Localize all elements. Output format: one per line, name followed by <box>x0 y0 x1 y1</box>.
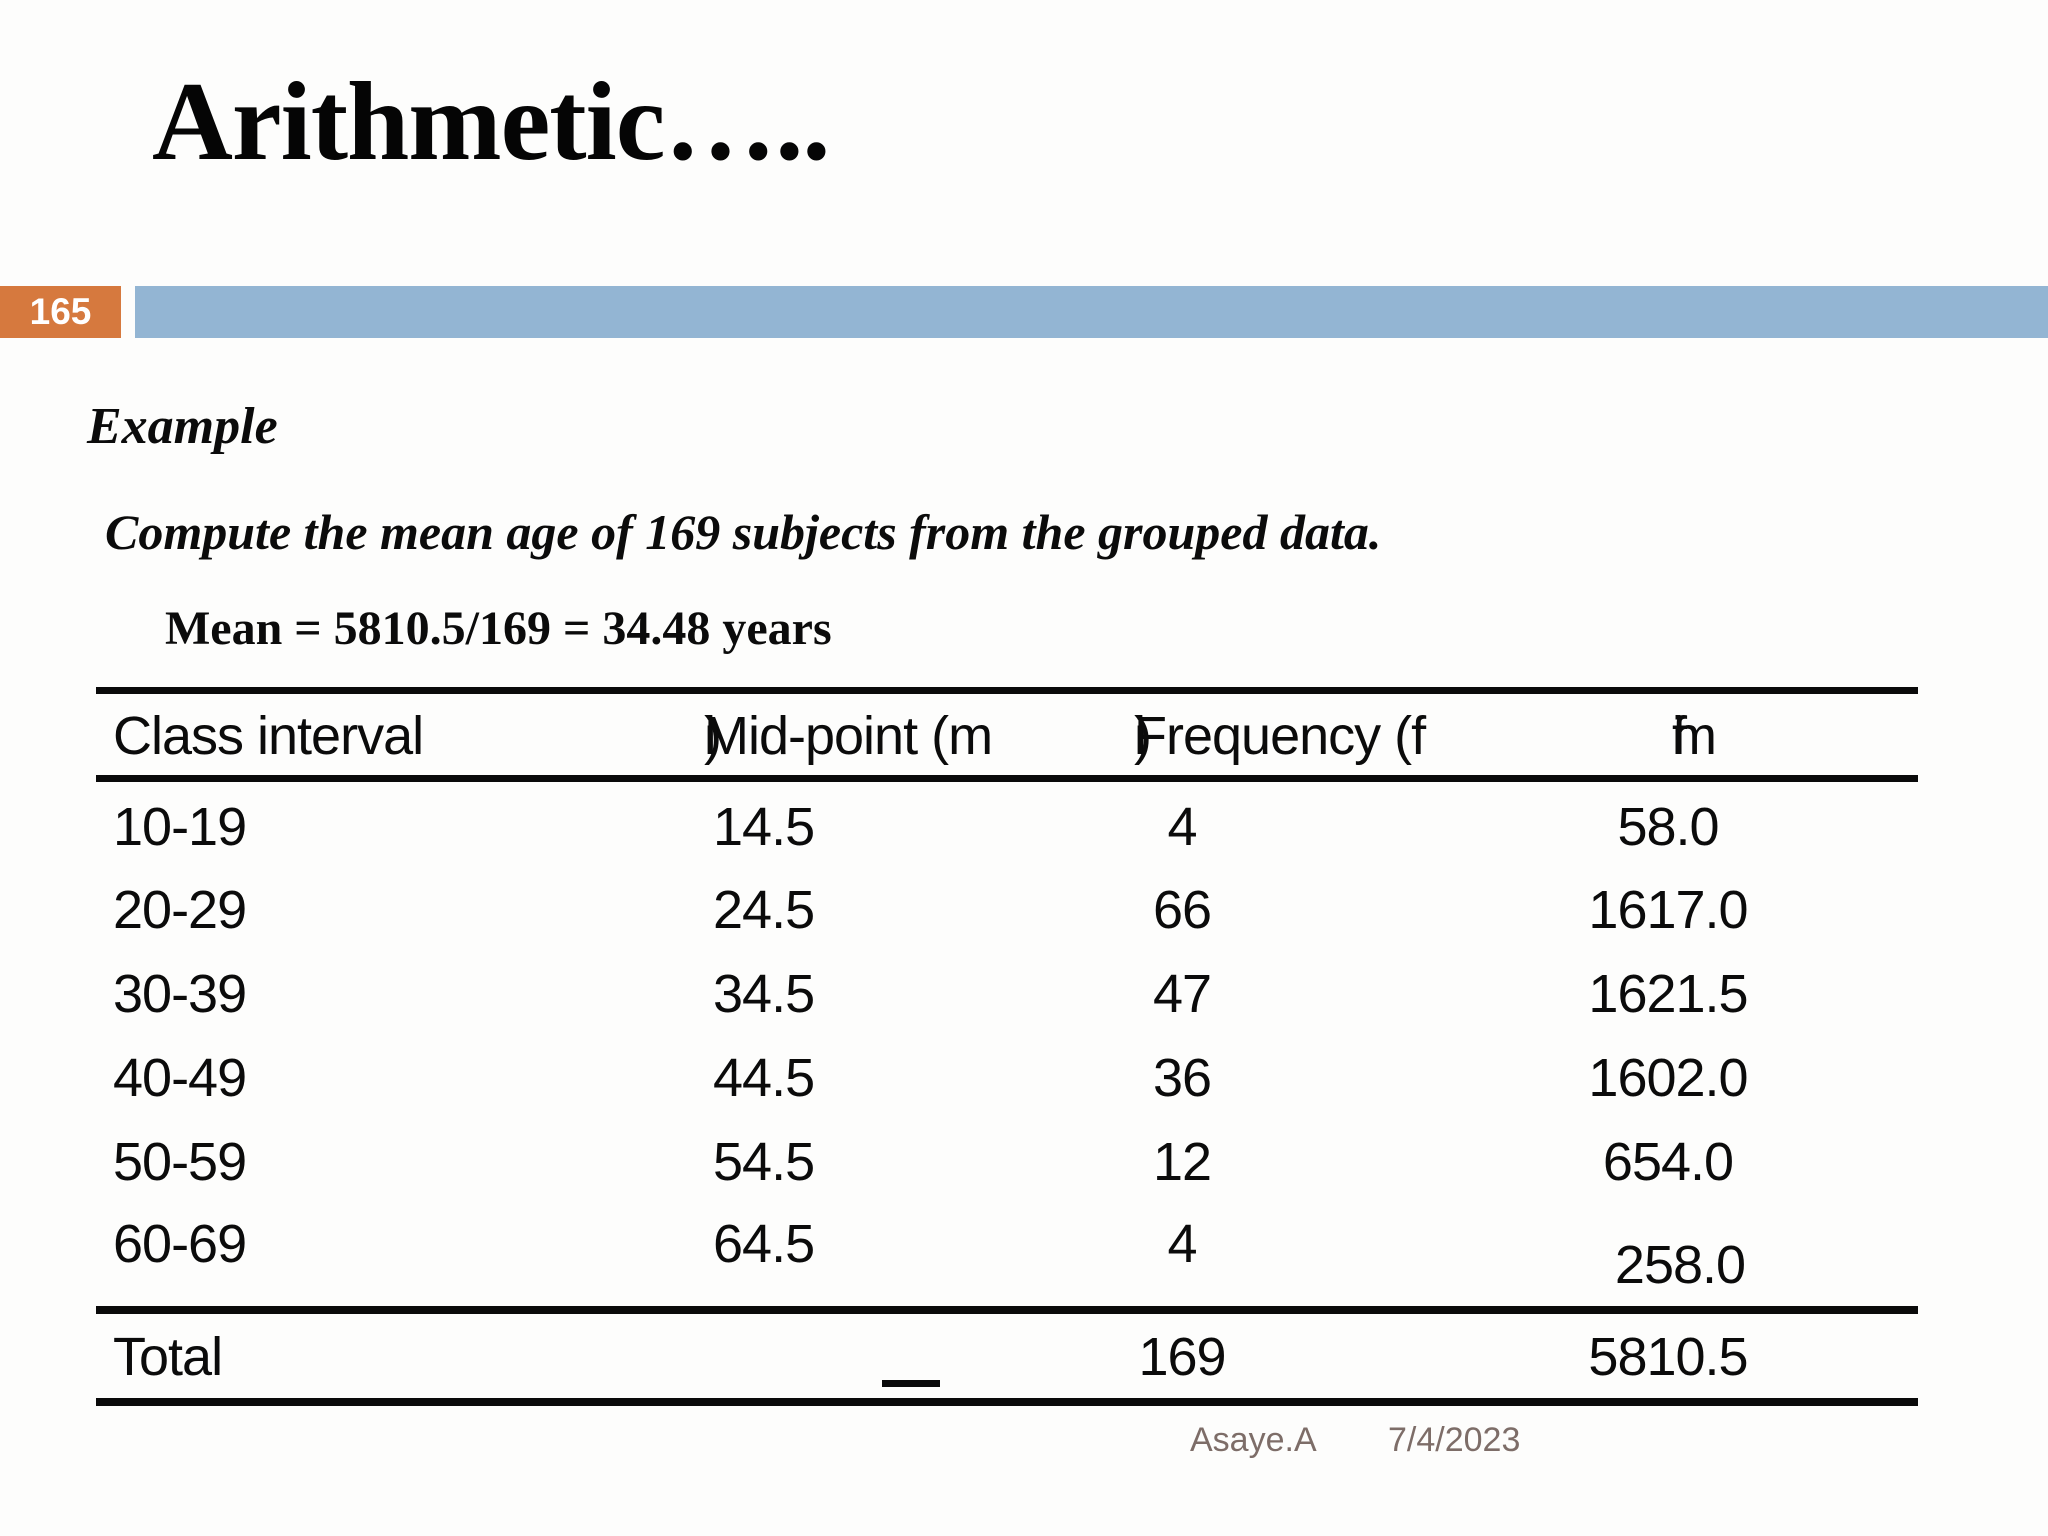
cell-mifi: 58.0 <box>1617 797 1719 857</box>
cell-class-interval: 40-49 <box>113 1048 247 1108</box>
slide-title: Arithmetic….. <box>152 60 830 184</box>
table-rule-mid <box>96 1306 1918 1314</box>
cell-midpoint: 34.5 <box>713 964 815 1024</box>
cell-midpoint: 64.5 <box>713 1214 815 1274</box>
cell-frequency: 36 <box>1152 1048 1212 1108</box>
table-rule-bottom <box>96 1398 1918 1406</box>
cell-class-interval: 50-59 <box>113 1132 247 1192</box>
cell-midpoint: 54.5 <box>713 1132 815 1192</box>
table-rule-top <box>96 687 1918 694</box>
cell-class-interval: 30-39 <box>113 964 247 1024</box>
footer-author: Asaye.A <box>1190 1421 1317 1459</box>
cell-frequency: 4 <box>1167 1214 1197 1274</box>
cell-mifi: 654.0 <box>1602 1132 1734 1192</box>
header-class-interval: Class interval <box>113 706 424 766</box>
cell-mifi: 1602.0 <box>1588 1048 1748 1108</box>
total-frequency: 169 <box>1138 1327 1226 1387</box>
cell-midpoint: 44.5 <box>713 1048 815 1108</box>
example-heading: Example <box>87 398 278 455</box>
total-mifi: 5810.5 <box>1588 1327 1748 1387</box>
underscore-mark <box>882 1380 940 1387</box>
page-number: 165 <box>29 291 92 332</box>
cell-frequency: 47 <box>1152 964 1212 1024</box>
cell-class-interval: 20-29 <box>113 880 247 940</box>
page-number-badge: 165 <box>0 286 121 338</box>
problem-statement: Compute the mean age of 169 subjects fro… <box>105 504 1382 560</box>
accent-bar <box>135 286 2048 338</box>
cell-midpoint: 24.5 <box>713 880 815 940</box>
cell-mifi: 1617.0 <box>1588 880 1748 940</box>
cell-class-interval: 10-19 <box>113 797 247 857</box>
cell-frequency: 12 <box>1152 1132 1212 1192</box>
cell-frequency: 4 <box>1167 797 1197 857</box>
cell-mifi-offset: 258.0 <box>1614 1235 1746 1295</box>
total-label: Total <box>113 1327 223 1387</box>
mean-result: Mean = 5810.5/169 = 34.48 years <box>165 602 832 655</box>
table-rule-header <box>96 775 1918 782</box>
footer-date: 7/4/2023 <box>1388 1421 1521 1459</box>
cell-frequency: 66 <box>1152 880 1212 940</box>
cell-midpoint: 14.5 <box>713 797 815 857</box>
cell-mifi: 1621.5 <box>1588 964 1748 1024</box>
cell-class-interval: 60-69 <box>113 1214 247 1274</box>
